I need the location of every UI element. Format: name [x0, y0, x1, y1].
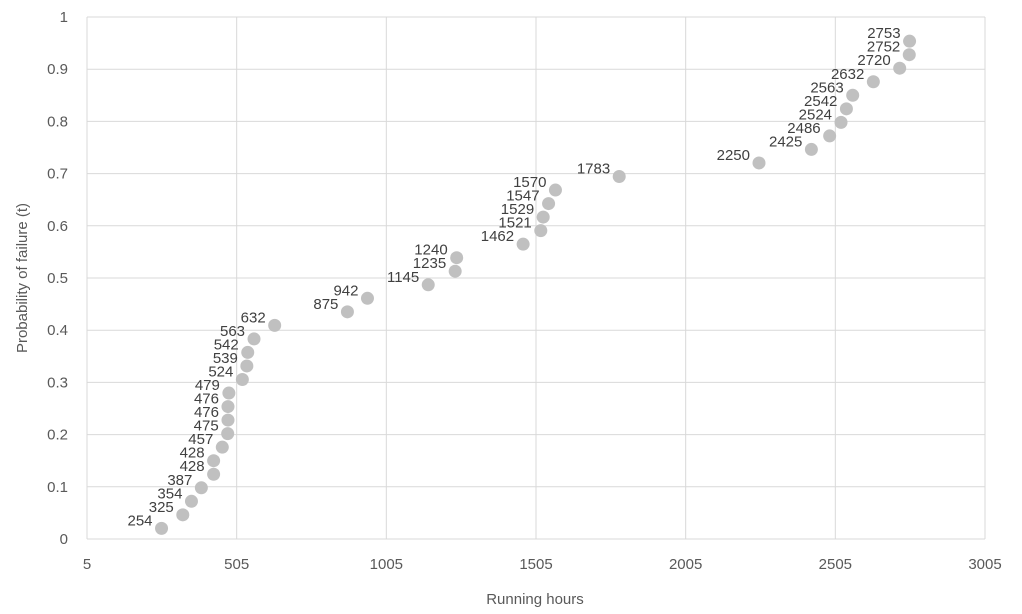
data-label: 476 — [194, 404, 219, 421]
data-point — [194, 481, 208, 495]
data-labels: 2543253543874284284574754764764795245395… — [128, 25, 901, 529]
data-point — [752, 156, 766, 170]
y-tick-label: 1 — [60, 9, 68, 26]
data-label: 1145 — [387, 269, 419, 286]
data-label: 875 — [313, 296, 338, 313]
y-tick-label: 0.3 — [47, 374, 68, 391]
data-point — [823, 129, 837, 143]
data-point — [184, 494, 198, 508]
data-point — [536, 210, 550, 224]
data-label: 387 — [167, 472, 192, 489]
data-point — [866, 75, 880, 89]
data-label: 2425 — [769, 133, 802, 150]
data-label: 2753 — [867, 25, 900, 42]
data-label: 475 — [194, 418, 219, 435]
data-label: 1783 — [577, 161, 610, 178]
data-label: 2250 — [717, 147, 750, 164]
x-tick-label: 3005 — [968, 556, 1001, 573]
data-label: 2752 — [867, 39, 900, 56]
data-label: 479 — [195, 377, 220, 394]
data-point — [268, 318, 282, 332]
data-point — [222, 386, 236, 400]
data-point — [516, 237, 530, 251]
data-label: 2524 — [799, 106, 832, 123]
y-tick-label: 0.2 — [47, 427, 68, 444]
data-point — [360, 291, 374, 305]
data-point — [207, 467, 221, 481]
y-tick-label: 0.5 — [47, 270, 68, 287]
data-label: 1521 — [498, 215, 531, 232]
data-point — [612, 170, 626, 184]
data-label: 2542 — [804, 93, 837, 110]
data-label: 457 — [188, 431, 213, 448]
data-label: 1235 — [413, 255, 446, 272]
data-label: 563 — [220, 323, 245, 340]
data-point — [235, 372, 249, 386]
y-tick-label: 0.6 — [47, 218, 68, 235]
data-point — [221, 413, 235, 427]
data-label: 1529 — [501, 201, 534, 218]
data-label: 325 — [149, 499, 174, 516]
data-point — [176, 508, 190, 522]
data-point — [903, 34, 917, 48]
x-axis-title: Running hours — [486, 591, 584, 608]
data-point — [846, 88, 860, 102]
data-point — [534, 224, 548, 238]
data-label: 476 — [194, 391, 219, 408]
data-label: 542 — [214, 336, 239, 353]
y-tick-label: 0 — [60, 531, 68, 548]
data-point — [839, 102, 853, 116]
data-label: 1240 — [414, 242, 447, 259]
grid-lines — [86, 16, 986, 540]
data-point — [247, 332, 261, 346]
data-label: 524 — [208, 363, 233, 380]
data-label: 1547 — [506, 188, 539, 205]
data-label: 1462 — [481, 228, 514, 245]
data-point — [542, 197, 556, 211]
data-label: 539 — [213, 350, 238, 367]
data-points — [155, 34, 917, 535]
data-label: 2720 — [857, 52, 890, 69]
data-point — [834, 115, 848, 129]
data-label: 942 — [333, 282, 358, 299]
data-label: 428 — [180, 458, 205, 475]
y-tick-label: 0.8 — [47, 113, 68, 130]
data-point — [804, 142, 818, 156]
data-point — [155, 521, 169, 535]
tick-labels: 0 0.1 0.2 0.3 0.4 0.5 0.6 0.7 0.8 0.9 1 5 505 1005 150… — [47, 9, 1002, 573]
x-tick-label: 505 — [224, 556, 249, 573]
x-tick-label: 5 — [83, 556, 91, 573]
data-point — [448, 264, 462, 278]
data-point — [241, 345, 255, 359]
data-label: 354 — [157, 485, 182, 502]
data-point — [340, 305, 354, 319]
data-point — [893, 61, 907, 75]
data-point — [221, 400, 235, 414]
y-tick-label: 0.4 — [47, 322, 68, 339]
x-tick-label: 1505 — [519, 556, 552, 573]
data-point — [548, 183, 562, 197]
data-label: 428 — [180, 445, 205, 462]
data-label: 254 — [128, 512, 153, 529]
data-point — [207, 454, 221, 468]
data-point — [902, 48, 916, 62]
y-tick-label: 0.7 — [47, 166, 68, 183]
data-point — [240, 359, 254, 373]
x-tick-label: 2005 — [669, 556, 702, 573]
data-label: 2563 — [810, 79, 843, 96]
y-axis-title: Probability of failure (t) — [14, 203, 31, 353]
x-tick-label: 1005 — [370, 556, 403, 573]
x-tick-label: 2505 — [819, 556, 852, 573]
data-point — [450, 251, 464, 265]
data-label: 2486 — [787, 120, 820, 137]
data-label: 1570 — [513, 174, 546, 191]
data-label: 2632 — [831, 66, 864, 83]
data-label: 632 — [241, 309, 266, 326]
data-point — [221, 427, 235, 441]
data-point — [421, 278, 435, 292]
data-point — [215, 440, 229, 454]
y-tick-label: 0.9 — [47, 61, 68, 78]
y-tick-label: 0.1 — [47, 479, 68, 496]
